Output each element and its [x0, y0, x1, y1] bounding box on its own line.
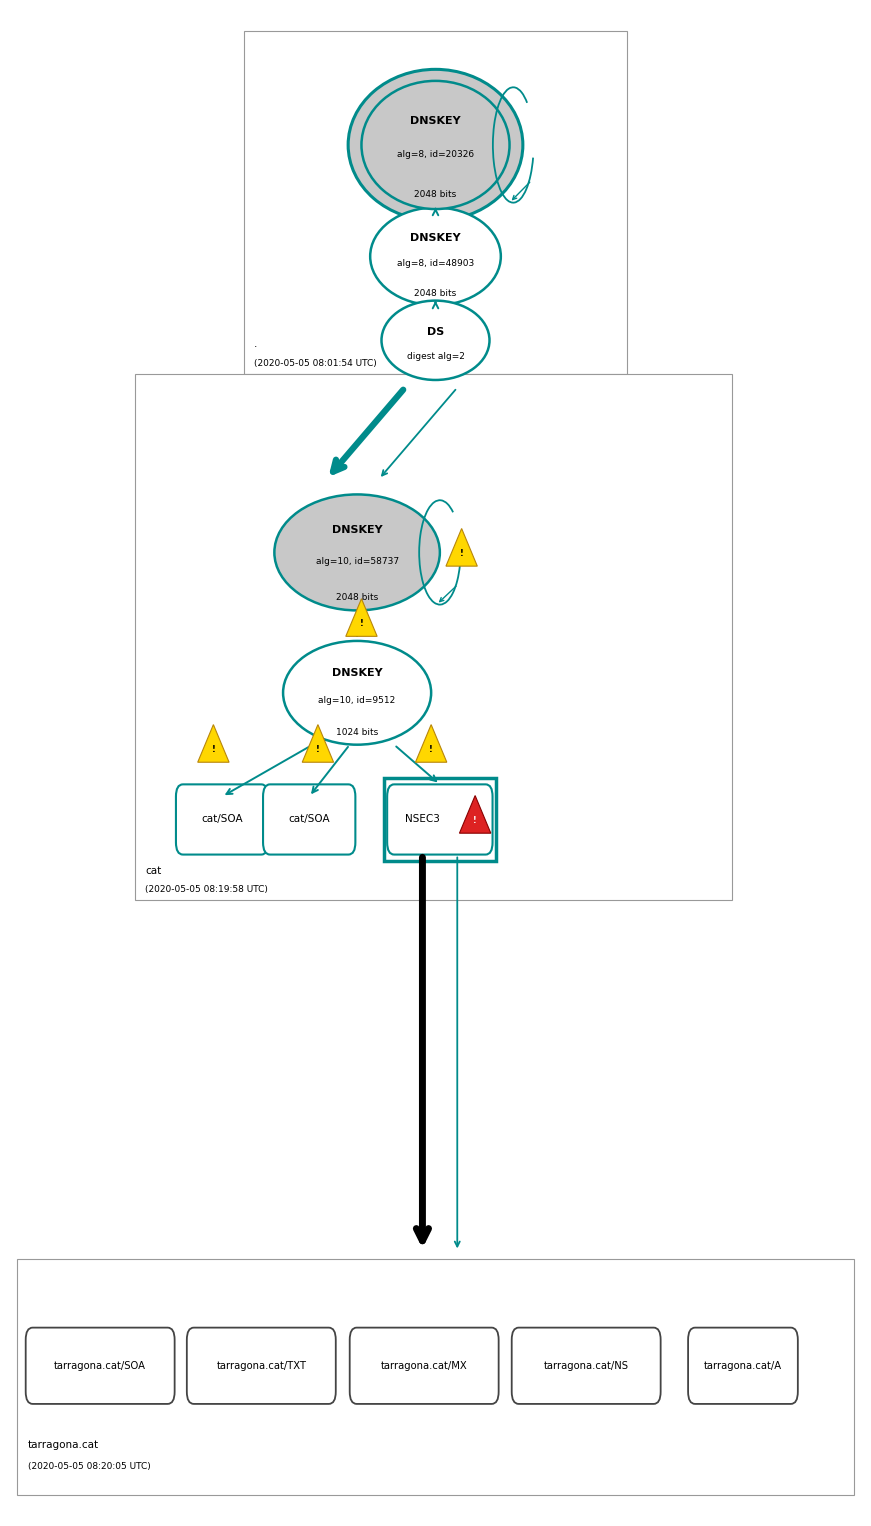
Text: 2048 bits: 2048 bits: [415, 189, 456, 198]
Ellipse shape: [381, 301, 490, 380]
FancyBboxPatch shape: [383, 778, 496, 861]
FancyBboxPatch shape: [135, 374, 732, 900]
Text: DNSKEY: DNSKEY: [332, 668, 382, 678]
Text: !: !: [360, 620, 363, 629]
Text: !: !: [212, 745, 215, 754]
Polygon shape: [446, 528, 477, 566]
Ellipse shape: [274, 494, 440, 610]
Text: !: !: [316, 745, 320, 754]
Text: tarragona.cat/SOA: tarragona.cat/SOA: [54, 1361, 146, 1370]
Text: digest alg=2: digest alg=2: [407, 351, 464, 360]
Text: DNSKEY: DNSKEY: [410, 116, 461, 125]
Text: cat: cat: [145, 865, 162, 876]
Text: tarragona.cat: tarragona.cat: [28, 1439, 99, 1450]
FancyBboxPatch shape: [17, 1259, 854, 1495]
Text: alg=8, id=20326: alg=8, id=20326: [397, 150, 474, 159]
Ellipse shape: [361, 81, 510, 209]
FancyBboxPatch shape: [688, 1328, 798, 1404]
Text: cat/SOA: cat/SOA: [288, 815, 330, 824]
FancyBboxPatch shape: [26, 1328, 174, 1404]
Text: tarragona.cat/TXT: tarragona.cat/TXT: [216, 1361, 307, 1370]
Text: alg=10, id=9512: alg=10, id=9512: [319, 696, 395, 705]
Polygon shape: [302, 725, 334, 763]
FancyBboxPatch shape: [263, 784, 355, 855]
Text: .: .: [254, 339, 258, 349]
Text: (2020-05-05 08:01:54 UTC): (2020-05-05 08:01:54 UTC): [254, 359, 377, 368]
Text: 2048 bits: 2048 bits: [336, 592, 378, 601]
Text: tarragona.cat/A: tarragona.cat/A: [704, 1361, 782, 1370]
Text: alg=8, id=48903: alg=8, id=48903: [397, 259, 474, 269]
Polygon shape: [198, 725, 229, 763]
Text: tarragona.cat/NS: tarragona.cat/NS: [544, 1361, 629, 1370]
Ellipse shape: [283, 641, 431, 745]
Text: !: !: [473, 816, 477, 826]
Ellipse shape: [348, 69, 523, 221]
Text: 2048 bits: 2048 bits: [415, 290, 456, 299]
Text: NSEC3: NSEC3: [405, 815, 440, 824]
Text: 1024 bits: 1024 bits: [336, 728, 378, 737]
FancyBboxPatch shape: [186, 1328, 335, 1404]
FancyBboxPatch shape: [176, 784, 268, 855]
Text: DS: DS: [427, 328, 444, 337]
Text: cat/SOA: cat/SOA: [201, 815, 243, 824]
Text: (2020-05-05 08:19:58 UTC): (2020-05-05 08:19:58 UTC): [145, 885, 268, 894]
Polygon shape: [460, 795, 491, 833]
Ellipse shape: [370, 208, 501, 305]
FancyBboxPatch shape: [387, 784, 493, 855]
FancyBboxPatch shape: [512, 1328, 660, 1404]
Text: (2020-05-05 08:20:05 UTC): (2020-05-05 08:20:05 UTC): [28, 1462, 151, 1471]
Text: !: !: [460, 549, 463, 559]
Text: alg=10, id=58737: alg=10, id=58737: [315, 557, 399, 566]
FancyBboxPatch shape: [244, 31, 627, 374]
Text: DNSKEY: DNSKEY: [332, 525, 382, 536]
Polygon shape: [415, 725, 447, 763]
FancyBboxPatch shape: [349, 1328, 498, 1404]
Polygon shape: [346, 598, 377, 636]
Text: !: !: [429, 745, 433, 754]
Text: DNSKEY: DNSKEY: [410, 233, 461, 243]
Text: tarragona.cat/MX: tarragona.cat/MX: [381, 1361, 468, 1370]
